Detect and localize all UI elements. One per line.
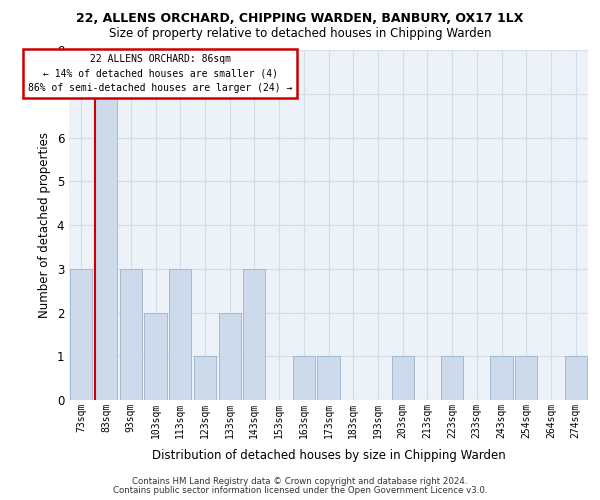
Text: Contains HM Land Registry data © Crown copyright and database right 2024.: Contains HM Land Registry data © Crown c…	[132, 477, 468, 486]
Bar	[145, 312, 167, 400]
Text: 22, ALLENS ORCHARD, CHIPPING WARDEN, BANBURY, OX17 1LX: 22, ALLENS ORCHARD, CHIPPING WARDEN, BAN…	[76, 12, 524, 26]
X-axis label: Distribution of detached houses by size in Chipping Warden: Distribution of detached houses by size …	[152, 449, 505, 462]
Bar	[293, 356, 315, 400]
Bar	[70, 269, 92, 400]
Y-axis label: Number of detached properties: Number of detached properties	[38, 132, 51, 318]
Text: Contains public sector information licensed under the Open Government Licence v3: Contains public sector information licen…	[113, 486, 487, 495]
Text: 22 ALLENS ORCHARD: 86sqm
← 14% of detached houses are smaller (4)
86% of semi-de: 22 ALLENS ORCHARD: 86sqm ← 14% of detach…	[28, 54, 293, 93]
Bar	[194, 356, 216, 400]
Bar	[119, 269, 142, 400]
Bar	[565, 356, 587, 400]
Text: Size of property relative to detached houses in Chipping Warden: Size of property relative to detached ho…	[109, 28, 491, 40]
Bar	[441, 356, 463, 400]
Bar	[95, 94, 117, 400]
Bar	[515, 356, 538, 400]
Bar	[317, 356, 340, 400]
Bar	[490, 356, 512, 400]
Bar	[392, 356, 414, 400]
Bar	[218, 312, 241, 400]
Bar	[169, 269, 191, 400]
Bar	[243, 269, 265, 400]
